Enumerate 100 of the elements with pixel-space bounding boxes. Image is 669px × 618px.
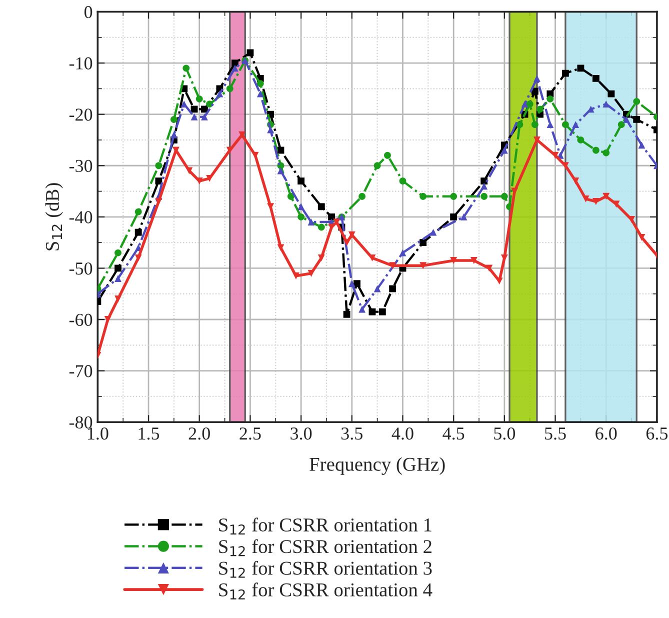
point xyxy=(622,116,630,123)
point xyxy=(536,106,544,113)
point xyxy=(308,270,315,277)
point xyxy=(374,162,381,170)
y-tick-label: -70 xyxy=(69,365,92,378)
legend-label: S$_{12}$ for CSRR orientation 1 xyxy=(219,518,432,535)
y-tick-label: 0 xyxy=(84,6,92,18)
point xyxy=(333,218,340,226)
point xyxy=(343,239,350,246)
point xyxy=(608,90,615,98)
point xyxy=(114,249,122,256)
y-tick-label: -80 xyxy=(69,416,92,429)
point xyxy=(226,85,234,92)
point xyxy=(500,146,508,154)
point xyxy=(298,203,305,210)
point xyxy=(592,74,600,82)
point xyxy=(231,64,238,72)
x-tick-label: 6.5 xyxy=(646,428,668,440)
point xyxy=(521,100,528,108)
point xyxy=(420,239,427,246)
point xyxy=(384,152,391,159)
point xyxy=(354,280,360,288)
point xyxy=(256,80,264,88)
point xyxy=(638,142,646,149)
x-tick-label: 1.0 xyxy=(88,427,108,440)
point xyxy=(602,100,610,108)
point xyxy=(389,262,396,270)
x-tick-label: 1.5 xyxy=(138,428,160,440)
point xyxy=(114,264,122,272)
y-axis-title: S$_{12}$ (dB) xyxy=(45,183,63,250)
point xyxy=(546,95,554,102)
legend-label: S$_{12}$ for CSRR orientation 4 xyxy=(219,582,432,600)
point xyxy=(134,208,142,216)
y-tick-label: -60 xyxy=(69,314,92,326)
x-tick-label: 4.5 xyxy=(442,428,464,440)
point xyxy=(633,116,640,123)
point xyxy=(399,249,406,256)
y-tick-label: -50 xyxy=(69,262,92,275)
point xyxy=(420,192,427,200)
point xyxy=(343,310,350,318)
point xyxy=(533,74,540,82)
point xyxy=(190,113,198,120)
point xyxy=(562,70,569,77)
point xyxy=(277,244,284,252)
y-tick-label: -30 xyxy=(69,160,92,172)
point xyxy=(358,306,366,313)
point xyxy=(496,278,503,285)
point xyxy=(114,296,122,302)
y-tick-label: -40 xyxy=(69,211,92,224)
point xyxy=(389,285,396,292)
point xyxy=(582,195,590,202)
point xyxy=(450,192,458,200)
x-axis-title: Frequency (GHz) xyxy=(310,457,445,475)
point xyxy=(378,308,386,316)
point xyxy=(572,178,580,184)
point xyxy=(170,131,178,138)
point xyxy=(612,200,620,208)
point xyxy=(480,192,488,200)
x-tick-label: 2.0 xyxy=(188,427,210,440)
point xyxy=(486,264,493,272)
point xyxy=(348,280,356,288)
x-tick-label: 4.0 xyxy=(392,427,414,440)
point xyxy=(470,257,478,264)
point xyxy=(577,64,584,72)
point xyxy=(516,121,524,128)
x-tick-label: 5.0 xyxy=(494,427,516,440)
point xyxy=(546,121,554,128)
point xyxy=(186,167,193,174)
point xyxy=(155,178,162,184)
point xyxy=(246,49,254,56)
point xyxy=(531,121,538,128)
point xyxy=(277,167,284,174)
point xyxy=(602,149,610,156)
point xyxy=(104,316,112,323)
point xyxy=(256,90,264,98)
point xyxy=(348,231,356,238)
point xyxy=(526,100,534,108)
point xyxy=(298,178,305,184)
point xyxy=(200,106,208,113)
point xyxy=(155,198,162,205)
point xyxy=(618,121,625,128)
x-tick-label: 6.0 xyxy=(596,427,617,440)
point xyxy=(318,254,325,262)
point xyxy=(480,182,488,190)
y-tick-label: -20 xyxy=(69,108,92,121)
legend-label: S$_{12}$ for CSRR orientation 2 xyxy=(219,539,432,556)
point xyxy=(252,152,259,159)
point xyxy=(287,192,294,200)
point xyxy=(170,116,178,123)
point xyxy=(155,162,162,170)
point xyxy=(206,174,214,182)
point xyxy=(134,228,142,236)
point xyxy=(318,224,325,231)
point xyxy=(577,136,584,144)
point xyxy=(500,192,508,200)
point xyxy=(460,213,468,220)
point xyxy=(196,95,203,102)
point xyxy=(450,257,458,264)
point xyxy=(267,126,274,134)
point xyxy=(533,136,540,144)
